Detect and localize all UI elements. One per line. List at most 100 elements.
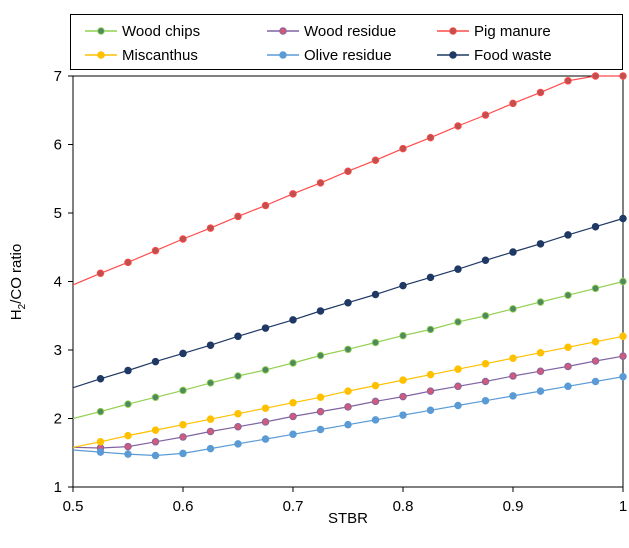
data-point — [564, 382, 572, 391]
data-point — [454, 122, 462, 130]
data-point — [234, 440, 242, 448]
legend-item: Olive residue — [267, 44, 392, 66]
data-point — [344, 403, 352, 411]
y-axis-title-prefix: H — [8, 309, 25, 321]
data-point — [261, 404, 270, 412]
data-point — [179, 386, 187, 395]
data-point — [399, 144, 407, 153]
data-point — [234, 409, 242, 418]
data-point — [206, 444, 215, 453]
legend-item: Pig manure — [437, 20, 551, 42]
data-point — [481, 396, 490, 405]
data-point — [151, 393, 160, 402]
data-point — [261, 435, 270, 443]
data-point — [509, 305, 517, 313]
x-tick-label: 0.8 — [393, 498, 414, 515]
data-point — [206, 427, 215, 436]
x-tick-label: 0.5 — [63, 498, 84, 515]
data-point — [399, 376, 407, 384]
legend-label: Food waste — [474, 46, 552, 64]
data-point — [509, 99, 517, 108]
data-point — [591, 222, 600, 231]
data-point — [536, 240, 545, 248]
data-point — [536, 348, 545, 357]
legend-label: Miscanthus — [122, 46, 198, 64]
data-point — [426, 406, 435, 415]
data-point — [96, 438, 105, 446]
data-point — [96, 375, 105, 383]
data-point — [124, 431, 132, 440]
data-point — [316, 425, 325, 434]
data-point — [454, 318, 462, 326]
y-axis-title-suffix: /CO ratio — [8, 243, 25, 304]
data-point — [234, 372, 242, 380]
data-point — [344, 298, 352, 307]
data-point — [564, 231, 572, 239]
legend-label: Wood residue — [304, 22, 397, 40]
y-tick-label: 6 — [54, 137, 62, 154]
y-axis-title: H2/CO ratio — [8, 244, 28, 320]
data-point — [96, 269, 105, 278]
data-point — [399, 281, 407, 290]
data-point — [316, 407, 325, 416]
data-point — [619, 352, 627, 360]
data-point — [509, 248, 517, 256]
legend-swatch-marker — [449, 27, 457, 35]
data-point — [619, 277, 627, 286]
data-point — [261, 201, 270, 210]
data-point — [481, 111, 490, 119]
data-point — [426, 325, 435, 334]
data-point — [151, 451, 160, 460]
data-point — [619, 214, 627, 223]
data-point — [399, 411, 407, 419]
legend-swatch — [437, 27, 469, 35]
data-point — [481, 312, 490, 320]
y-axis-title-subscript: 2 — [17, 303, 28, 310]
data-point — [619, 332, 627, 341]
legend-item: Food waste — [437, 44, 552, 66]
data-point — [124, 400, 132, 408]
data-point — [179, 449, 187, 458]
data-point — [289, 190, 297, 198]
data-point — [261, 324, 270, 332]
data-point — [591, 338, 600, 346]
data-point — [316, 393, 325, 402]
data-point — [454, 382, 462, 391]
data-point — [96, 407, 105, 416]
y-tick-label: 3 — [54, 342, 62, 359]
data-point — [509, 372, 517, 380]
data-point — [234, 212, 242, 221]
data-point — [179, 349, 187, 358]
legend-item: Wood residue — [267, 20, 396, 42]
legend-swatch — [437, 51, 469, 59]
data-point — [619, 72, 627, 80]
data-point — [371, 397, 380, 406]
legend-item: Wood chips — [85, 20, 200, 42]
legend-label: Pig manure — [474, 22, 551, 40]
data-point — [426, 133, 435, 142]
y-tick-label: 1 — [54, 479, 62, 496]
data-point — [564, 291, 572, 299]
data-point — [454, 365, 462, 373]
y-tick-label: 7 — [54, 68, 62, 85]
data-point — [234, 422, 242, 431]
data-point — [371, 156, 380, 165]
data-point — [344, 420, 352, 429]
data-point — [591, 72, 600, 80]
data-point — [261, 418, 270, 426]
data-point — [179, 433, 187, 441]
data-point — [344, 387, 352, 395]
legend-swatch — [267, 27, 299, 35]
data-point — [289, 430, 297, 439]
data-point — [316, 179, 325, 187]
data-point — [619, 372, 627, 381]
data-point — [536, 367, 545, 375]
data-point — [289, 398, 297, 407]
data-point — [509, 354, 517, 362]
data-point — [536, 387, 545, 395]
x-tick-label: 0.6 — [173, 498, 194, 515]
data-point — [564, 343, 572, 352]
data-point — [261, 366, 270, 374]
data-point — [371, 416, 380, 424]
data-point — [151, 246, 160, 255]
